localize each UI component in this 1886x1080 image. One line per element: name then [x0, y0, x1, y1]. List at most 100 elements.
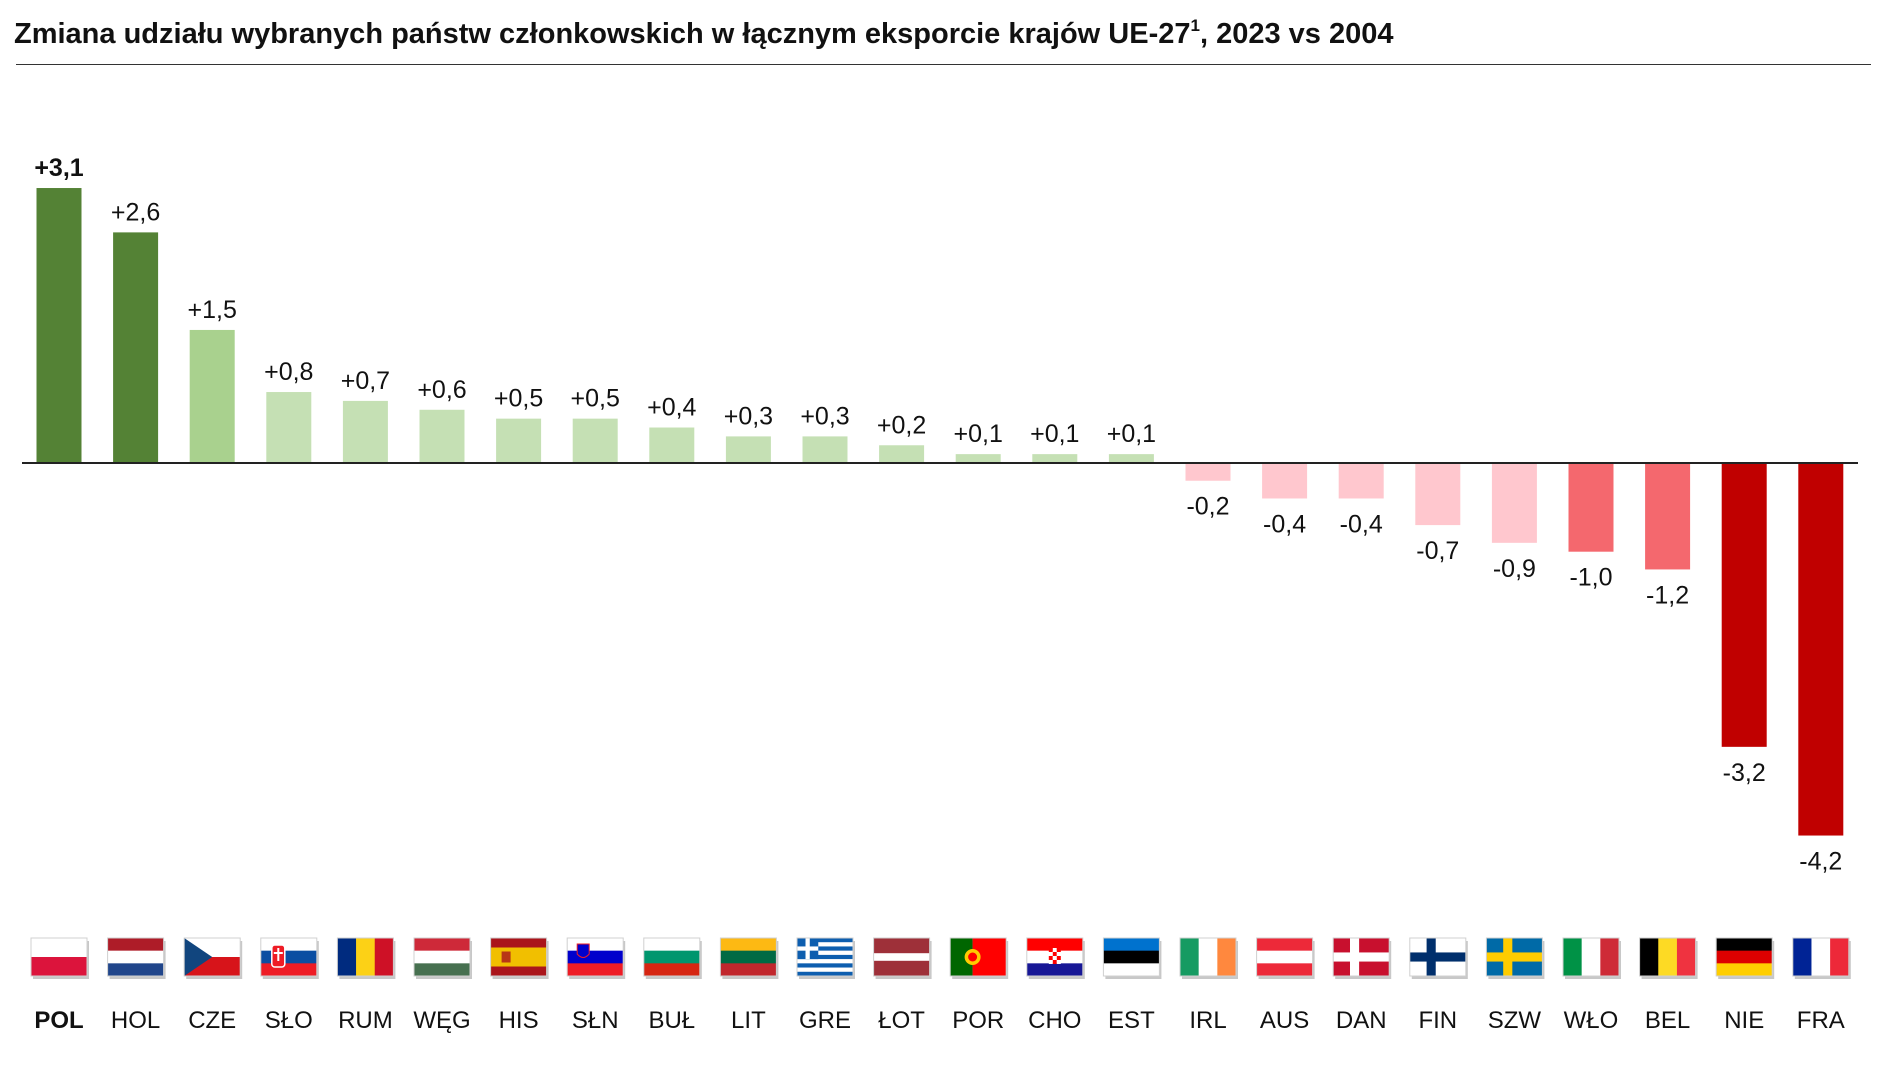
flag-icon-DAN — [1332, 937, 1392, 979]
value-label-RUM: +0,7 — [341, 367, 390, 395]
flag-icon-FRA — [1792, 937, 1851, 979]
category-label-FRA: FRA — [1797, 1007, 1845, 1034]
value-label-HOL: +2,6 — [111, 198, 160, 226]
bar-LIT — [725, 436, 771, 463]
value-label-POR: +0,1 — [954, 420, 1003, 448]
bar-FRA — [1798, 463, 1844, 836]
bar-ŁOT — [879, 445, 925, 463]
category-label-IRL: IRL — [1189, 1007, 1226, 1034]
value-label-NIE: -3,2 — [1723, 759, 1766, 787]
category-label-NIE: NIE — [1724, 1007, 1764, 1034]
bar-HOL — [113, 232, 159, 463]
flag-icon-NIE — [1715, 937, 1775, 979]
category-label-EST: EST — [1108, 1007, 1155, 1034]
value-label-AUS: -0,4 — [1263, 510, 1306, 538]
flag-icon-HIS — [490, 937, 549, 979]
value-label-BEL: -1,2 — [1646, 581, 1689, 609]
title-divider — [16, 64, 1871, 65]
bar-EST — [1108, 454, 1154, 463]
value-label-SZW: -0,9 — [1493, 555, 1536, 583]
category-label-CZE: CZE — [188, 1007, 236, 1034]
chart-title-footnote-mark: 1 — [1190, 16, 1200, 35]
value-label-FIN: -0,7 — [1416, 537, 1459, 565]
category-label-SŁN: SŁN — [572, 1007, 619, 1034]
value-label-HIS: +0,5 — [494, 385, 543, 413]
bar-CHO — [1032, 454, 1078, 463]
bar-BUŁ — [649, 427, 695, 463]
category-label-SZW: SZW — [1488, 1007, 1542, 1034]
category-label-DAN: DAN — [1336, 1007, 1387, 1034]
value-label-CHO: +0,1 — [1030, 420, 1079, 448]
bar-NIE — [1721, 463, 1767, 747]
bar-HIS — [496, 418, 542, 463]
bar-SZW — [1491, 463, 1537, 543]
bar-DAN — [1338, 463, 1384, 499]
bar-RUM — [342, 400, 388, 463]
value-label-WŁO: -1,0 — [1569, 564, 1612, 592]
bar-SŁN — [572, 418, 618, 463]
value-label-SŁN: +0,5 — [571, 385, 620, 413]
category-label-HIS: HIS — [499, 1007, 539, 1034]
category-label-BUŁ: BUŁ — [648, 1007, 695, 1034]
flag-icon-HOL — [107, 937, 166, 979]
category-label-AUS: AUS — [1260, 1007, 1309, 1034]
flag-icon-CZE — [183, 937, 243, 979]
bar-SŁO — [266, 392, 312, 463]
chart-title-text: Zmiana udziału wybranych państw członkow… — [14, 18, 1191, 50]
bar-CZE — [189, 329, 235, 463]
value-label-FRA: -4,2 — [1799, 848, 1842, 876]
flag-icon-BUŁ — [643, 937, 702, 979]
flag-icon-ŁOT — [873, 937, 932, 979]
bar-IRL — [1185, 463, 1231, 481]
flag-icon-SŁO — [260, 937, 319, 979]
flag-icon-BEL — [1639, 937, 1698, 979]
value-labels-group: +3,1 +2,6 +1,5 +0,8 +0,7 +0,6 +0,5 +0,5 +0,4 +0,3… — [34, 154, 1842, 876]
category-label-WŁO: WŁO — [1564, 1007, 1619, 1034]
flag-icon-GRE — [796, 937, 855, 979]
category-label-FIN: FIN — [1418, 1007, 1457, 1034]
value-label-IRL: -0,2 — [1186, 493, 1229, 521]
category-label-CHO: CHO — [1028, 1007, 1081, 1034]
flag-icon-RUM — [336, 937, 396, 979]
flags-group — [30, 937, 1851, 979]
value-label-DAN: -0,4 — [1340, 510, 1383, 538]
chart-title-suffix: , 2023 vs 2004 — [1199, 18, 1394, 50]
value-label-LIT: +0,3 — [724, 402, 773, 430]
bar-WĘG — [419, 409, 465, 463]
value-label-POL: +3,1 — [34, 154, 83, 182]
value-label-EST: +0,1 — [1107, 420, 1156, 448]
flag-icon-WŁO — [1562, 937, 1621, 979]
category-label-BEL: BEL — [1645, 1007, 1690, 1034]
category-label-SŁO: SŁO — [265, 1007, 313, 1034]
value-label-BUŁ: +0,4 — [647, 394, 696, 422]
category-labels-group: POL HOL CZE SŁO RUM WĘG HIS SŁN BUŁ LIT GRE ŁOT POR C… — [34, 1007, 1844, 1034]
category-label-POL: POL — [34, 1007, 83, 1034]
flag-icon-CHO — [1026, 937, 1085, 979]
category-label-HOL: HOL — [111, 1007, 160, 1034]
category-label-ŁOT: ŁOT — [878, 1007, 925, 1034]
value-label-WĘG: +0,6 — [417, 376, 466, 404]
flag-icon-FIN — [1409, 937, 1468, 979]
flag-icon-LIT — [719, 937, 779, 979]
bar-FIN — [1415, 463, 1461, 526]
value-label-GRE: +0,3 — [800, 402, 849, 430]
category-label-GRE: GRE — [799, 1007, 851, 1034]
flag-icon-POR — [949, 937, 1009, 979]
category-label-LIT: LIT — [731, 1007, 766, 1034]
category-label-POR: POR — [952, 1007, 1004, 1034]
bars-group — [36, 188, 1844, 836]
category-label-WĘG: WĘG — [413, 1007, 470, 1034]
flag-icon-AUS — [1256, 937, 1315, 979]
value-label-SŁO: +0,8 — [264, 358, 313, 386]
category-label-RUM: RUM — [338, 1007, 393, 1034]
flag-icon-SZW — [1485, 937, 1545, 979]
bar-BEL — [1645, 463, 1691, 570]
flag-icon-POL — [30, 937, 89, 979]
bar-POL — [36, 188, 82, 463]
flag-icon-IRL — [1179, 937, 1238, 979]
flag-icon-SŁN — [566, 937, 626, 979]
flag-icon-WĘG — [413, 937, 472, 979]
flag-icon-EST — [1102, 937, 1162, 979]
chart-title: Zmiana udziału wybranych państw członkow… — [14, 16, 1394, 51]
